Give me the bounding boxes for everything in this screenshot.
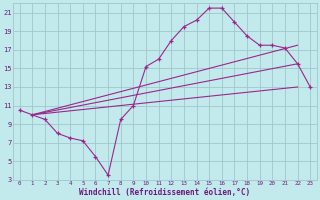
X-axis label: Windchill (Refroidissement éolien,°C): Windchill (Refroidissement éolien,°C): [79, 188, 251, 197]
